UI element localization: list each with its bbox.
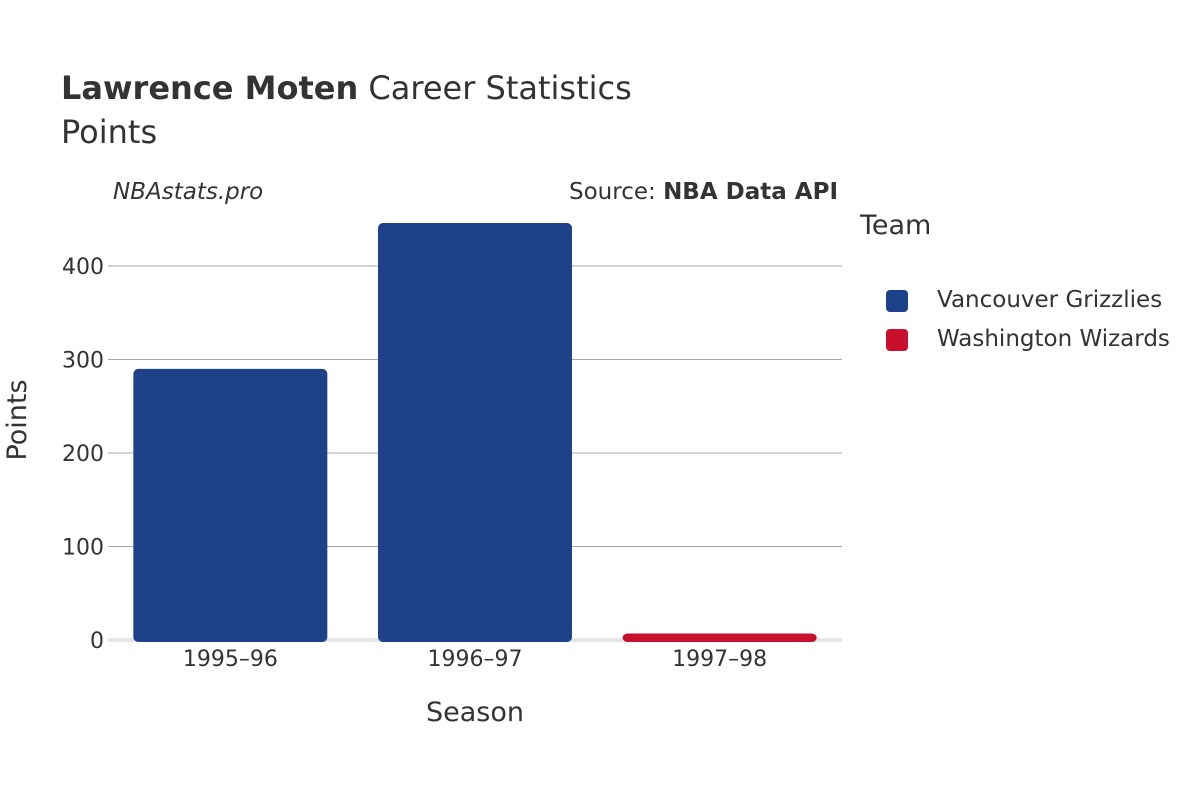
chart-title-rest: Career Statistics [358, 69, 632, 107]
legend-title: Team [860, 210, 932, 241]
legend-swatch-washington-wizards [886, 329, 908, 351]
legend-item-washington-wizards[interactable]: Washington Wizards [860, 283, 1170, 352]
y-tick-label-300: 300 [62, 349, 104, 374]
legend: Team Vancouver Grizzlies Washington Wiza… [860, 208, 1170, 352]
tick-labels: 0 100 200 300 400 1995–96 1996–97 1997–98 [62, 255, 767, 672]
legend-label-washington-wizards: Washington Wizards [937, 326, 1170, 352]
source-name: NBA Data API [663, 179, 838, 205]
y-tick-label-0: 0 [90, 629, 104, 654]
x-axis-label: Season [426, 697, 524, 728]
legend-item-vancouver-grizzlies[interactable]: Vancouver Grizzlies [860, 244, 1162, 313]
chart-title: Lawrence Moten Career Statistics [61, 68, 632, 108]
chart-subtitle: Points [61, 113, 158, 151]
x-tick-label-1: 1996–97 [428, 647, 523, 672]
source-prefix: Source: [569, 179, 664, 205]
legend-swatch-vancouver-grizzlies [886, 290, 908, 312]
bar-washington-wizards-2[interactable] [622, 633, 817, 642]
y-tick-label-200: 200 [62, 442, 104, 467]
source-credit: Source: NBA Data API [569, 178, 838, 206]
y-axis-label: Points [2, 379, 33, 460]
y-tick-label-100: 100 [62, 536, 104, 561]
bar-vancouver-grizzlies-0[interactable] [133, 368, 328, 642]
legend-label-vancouver-grizzlies: Vancouver Grizzlies [937, 287, 1163, 313]
bars [133, 222, 817, 643]
y-tick-label-400: 400 [62, 255, 104, 280]
watermark: NBAstats.pro [113, 179, 264, 205]
x-tick-label-0: 1995–96 [183, 647, 278, 672]
x-tick-label-2: 1997–98 [672, 647, 767, 672]
bar-vancouver-grizzlies-1[interactable] [378, 222, 572, 643]
chart-title-player: Lawrence Moten [61, 69, 359, 107]
